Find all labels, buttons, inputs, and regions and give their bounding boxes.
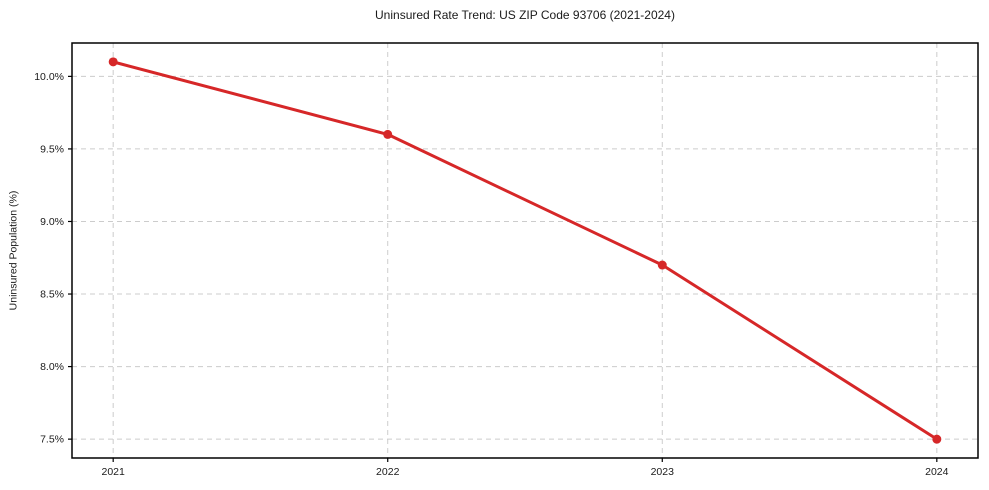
x-tick-label: 2021 xyxy=(102,466,126,478)
x-tick-label: 2023 xyxy=(651,466,675,478)
y-tick-label: 7.5% xyxy=(40,434,64,446)
y-tick-label: 9.5% xyxy=(40,143,64,155)
y-tick-label: 9.0% xyxy=(40,216,64,228)
data-point-2023 xyxy=(657,260,667,270)
axes-frame xyxy=(71,42,979,459)
x-tick-label: 2024 xyxy=(925,466,949,478)
data-point-2021 xyxy=(108,57,118,67)
plot-background xyxy=(72,43,978,458)
data-point-2024 xyxy=(932,434,942,444)
data-point-2022 xyxy=(383,129,393,139)
y-tick-label: 8.0% xyxy=(40,361,64,373)
chart-title: Uninsured Rate Trend: US ZIP Code 93706 … xyxy=(375,8,675,22)
y-tick-label: 10.0% xyxy=(34,71,64,83)
x-tick-label: 2022 xyxy=(376,466,400,478)
trend-line xyxy=(111,60,939,441)
y-tick-label: 8.5% xyxy=(40,289,64,301)
